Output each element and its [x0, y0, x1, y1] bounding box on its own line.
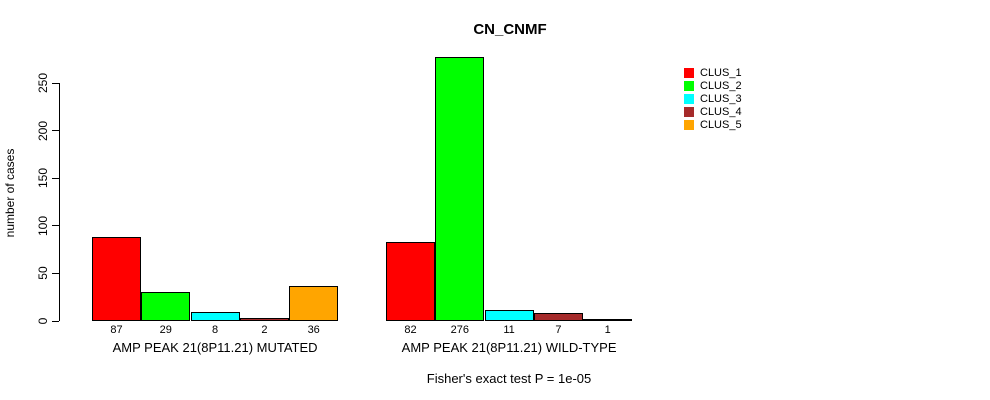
- y-axis-line: [59, 83, 60, 321]
- y-tick-label: 150: [36, 168, 50, 189]
- legend-row-clus_3: CLUS_3: [684, 92, 742, 105]
- bar-clus_2: [141, 292, 191, 321]
- bar-value-label: 276: [450, 324, 469, 336]
- y-tick-label: 50: [36, 266, 50, 281]
- bar-value-label: 1: [604, 324, 611, 336]
- chart-title: CN_CNMF: [473, 21, 547, 38]
- y-tick-mark: [52, 82, 59, 84]
- legend-swatch-icon: [684, 67, 694, 78]
- bar-clus_3: [190, 312, 240, 321]
- group-label: AMP PEAK 21(8P11.21) MUTATED: [112, 340, 318, 355]
- legend-row-clus_1: CLUS_1: [684, 66, 742, 79]
- bar-clus_5: [289, 285, 339, 321]
- legend-swatch-icon: [684, 119, 694, 130]
- bar-clus_1: [386, 241, 435, 321]
- bar-clus_3: [484, 309, 534, 321]
- bar-clus_5: [583, 319, 633, 321]
- y-tick-label: 100: [36, 215, 50, 236]
- legend-swatch-icon: [684, 106, 694, 117]
- y-tick-mark: [52, 225, 59, 227]
- y-tick-label: 200: [36, 120, 50, 141]
- legend-row-clus_4: CLUS_4: [684, 105, 742, 118]
- legend-label: CLUS_3: [700, 92, 742, 105]
- y-tick-label: 0: [36, 317, 50, 325]
- legend-label: CLUS_4: [700, 105, 742, 118]
- y-tick-label: 250: [36, 72, 50, 94]
- legend-row-clus_5: CLUS_5: [684, 118, 742, 131]
- bar-clus_1: [92, 237, 141, 321]
- bar-value-label: 29: [159, 324, 172, 336]
- bar-value-label: 82: [404, 324, 417, 336]
- y-tick-mark: [52, 320, 59, 322]
- y-tick-mark: [52, 130, 59, 132]
- bar-value-label: 87: [110, 324, 123, 336]
- bar-value-label: 36: [307, 324, 320, 336]
- bar-clus_4: [239, 318, 289, 321]
- bar-clus_4: [533, 313, 583, 321]
- legend-label: CLUS_5: [700, 118, 742, 131]
- bar-value-label: 2: [261, 324, 268, 336]
- bar-value-label: 8: [212, 324, 219, 336]
- y-tick-mark: [52, 177, 59, 179]
- legend-swatch-icon: [684, 80, 694, 91]
- y-axis-title: number of cases: [3, 148, 17, 238]
- bar-value-label: 11: [503, 324, 515, 336]
- legend-label: CLUS_1: [700, 66, 742, 79]
- group-label: AMP PEAK 21(8P11.21) WILD-TYPE: [401, 340, 617, 355]
- fisher-test-annotation: Fisher's exact test P = 1e-05: [426, 371, 592, 386]
- bar-value-label: 7: [555, 324, 562, 336]
- y-tick-mark: [52, 272, 59, 274]
- bar-clus_2: [435, 57, 485, 321]
- legend-row-clus_2: CLUS_2: [684, 79, 742, 92]
- legend-swatch-icon: [684, 93, 694, 104]
- legend-label: CLUS_2: [700, 79, 742, 92]
- legend: CLUS_1 CLUS_2 CLUS_3 CLUS_4 CLUS_5: [684, 66, 742, 131]
